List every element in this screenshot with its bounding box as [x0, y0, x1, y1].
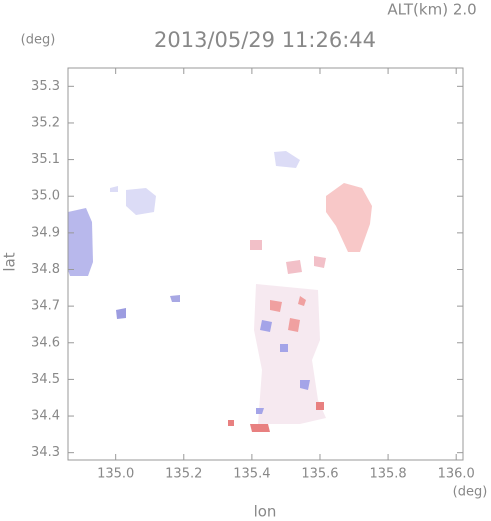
- y-tick-label: 34.5: [31, 372, 60, 387]
- y-tick-label: 35.1: [31, 152, 60, 167]
- echo-patch: [110, 186, 118, 192]
- y-tick-label: 34.7: [31, 299, 60, 314]
- y-unit: (deg): [21, 33, 56, 48]
- y-tick-label: 35.3: [31, 79, 60, 94]
- echo-patch: [126, 188, 156, 215]
- echo-patch: [250, 240, 326, 274]
- y-tick-label: 35.2: [31, 115, 60, 130]
- x-tick-label: 136.0: [438, 467, 475, 482]
- x-tick-label: 135.8: [369, 467, 406, 482]
- x-axis-label: lon: [254, 503, 277, 521]
- x-tick-label: 135.4: [233, 467, 270, 482]
- echo-patch: [254, 284, 326, 424]
- echo-patch: [68, 208, 93, 276]
- y-tick-label: 35.0: [31, 189, 60, 204]
- echo-patch: [256, 320, 310, 414]
- y-axis-label: lat: [1, 252, 19, 271]
- echo-patches: [68, 151, 372, 432]
- x-unit: (deg): [453, 485, 488, 500]
- echo-patch: [270, 296, 306, 332]
- x-tick-label: 135.2: [165, 467, 202, 482]
- y-tick-label: 34.8: [31, 262, 60, 277]
- echo-patch: [116, 308, 126, 319]
- plot-frame: [67, 67, 464, 461]
- echo-patch: [326, 183, 372, 252]
- echo-patch: [274, 151, 300, 168]
- echo-patch: [228, 402, 324, 432]
- chart-title: 2013/05/29 11:26:44: [154, 28, 376, 52]
- x-tick-label: 135.0: [97, 467, 134, 482]
- y-tick-label: 34.4: [31, 409, 60, 424]
- y-tick-label: 34.3: [31, 445, 60, 460]
- y-tick-label: 34.6: [31, 335, 60, 350]
- y-tick-label: 34.9: [31, 225, 60, 240]
- echo-patch: [170, 295, 180, 302]
- altitude-label: ALT(km) 2.0: [387, 1, 476, 19]
- x-tick-label: 135.6: [301, 467, 338, 482]
